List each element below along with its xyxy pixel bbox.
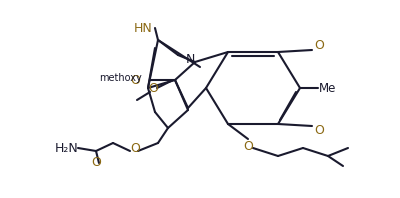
Text: H₂N: H₂N	[54, 142, 78, 154]
Text: methoxy: methoxy	[99, 73, 141, 83]
Text: O: O	[243, 140, 253, 152]
Text: O: O	[148, 82, 158, 94]
Text: O: O	[130, 73, 140, 87]
Text: N: N	[185, 52, 195, 66]
Text: O: O	[314, 125, 324, 137]
Text: Me: Me	[319, 82, 337, 94]
Text: O: O	[130, 142, 140, 154]
Text: HN: HN	[134, 22, 152, 34]
Text: O: O	[91, 156, 101, 169]
Text: O: O	[314, 38, 324, 51]
